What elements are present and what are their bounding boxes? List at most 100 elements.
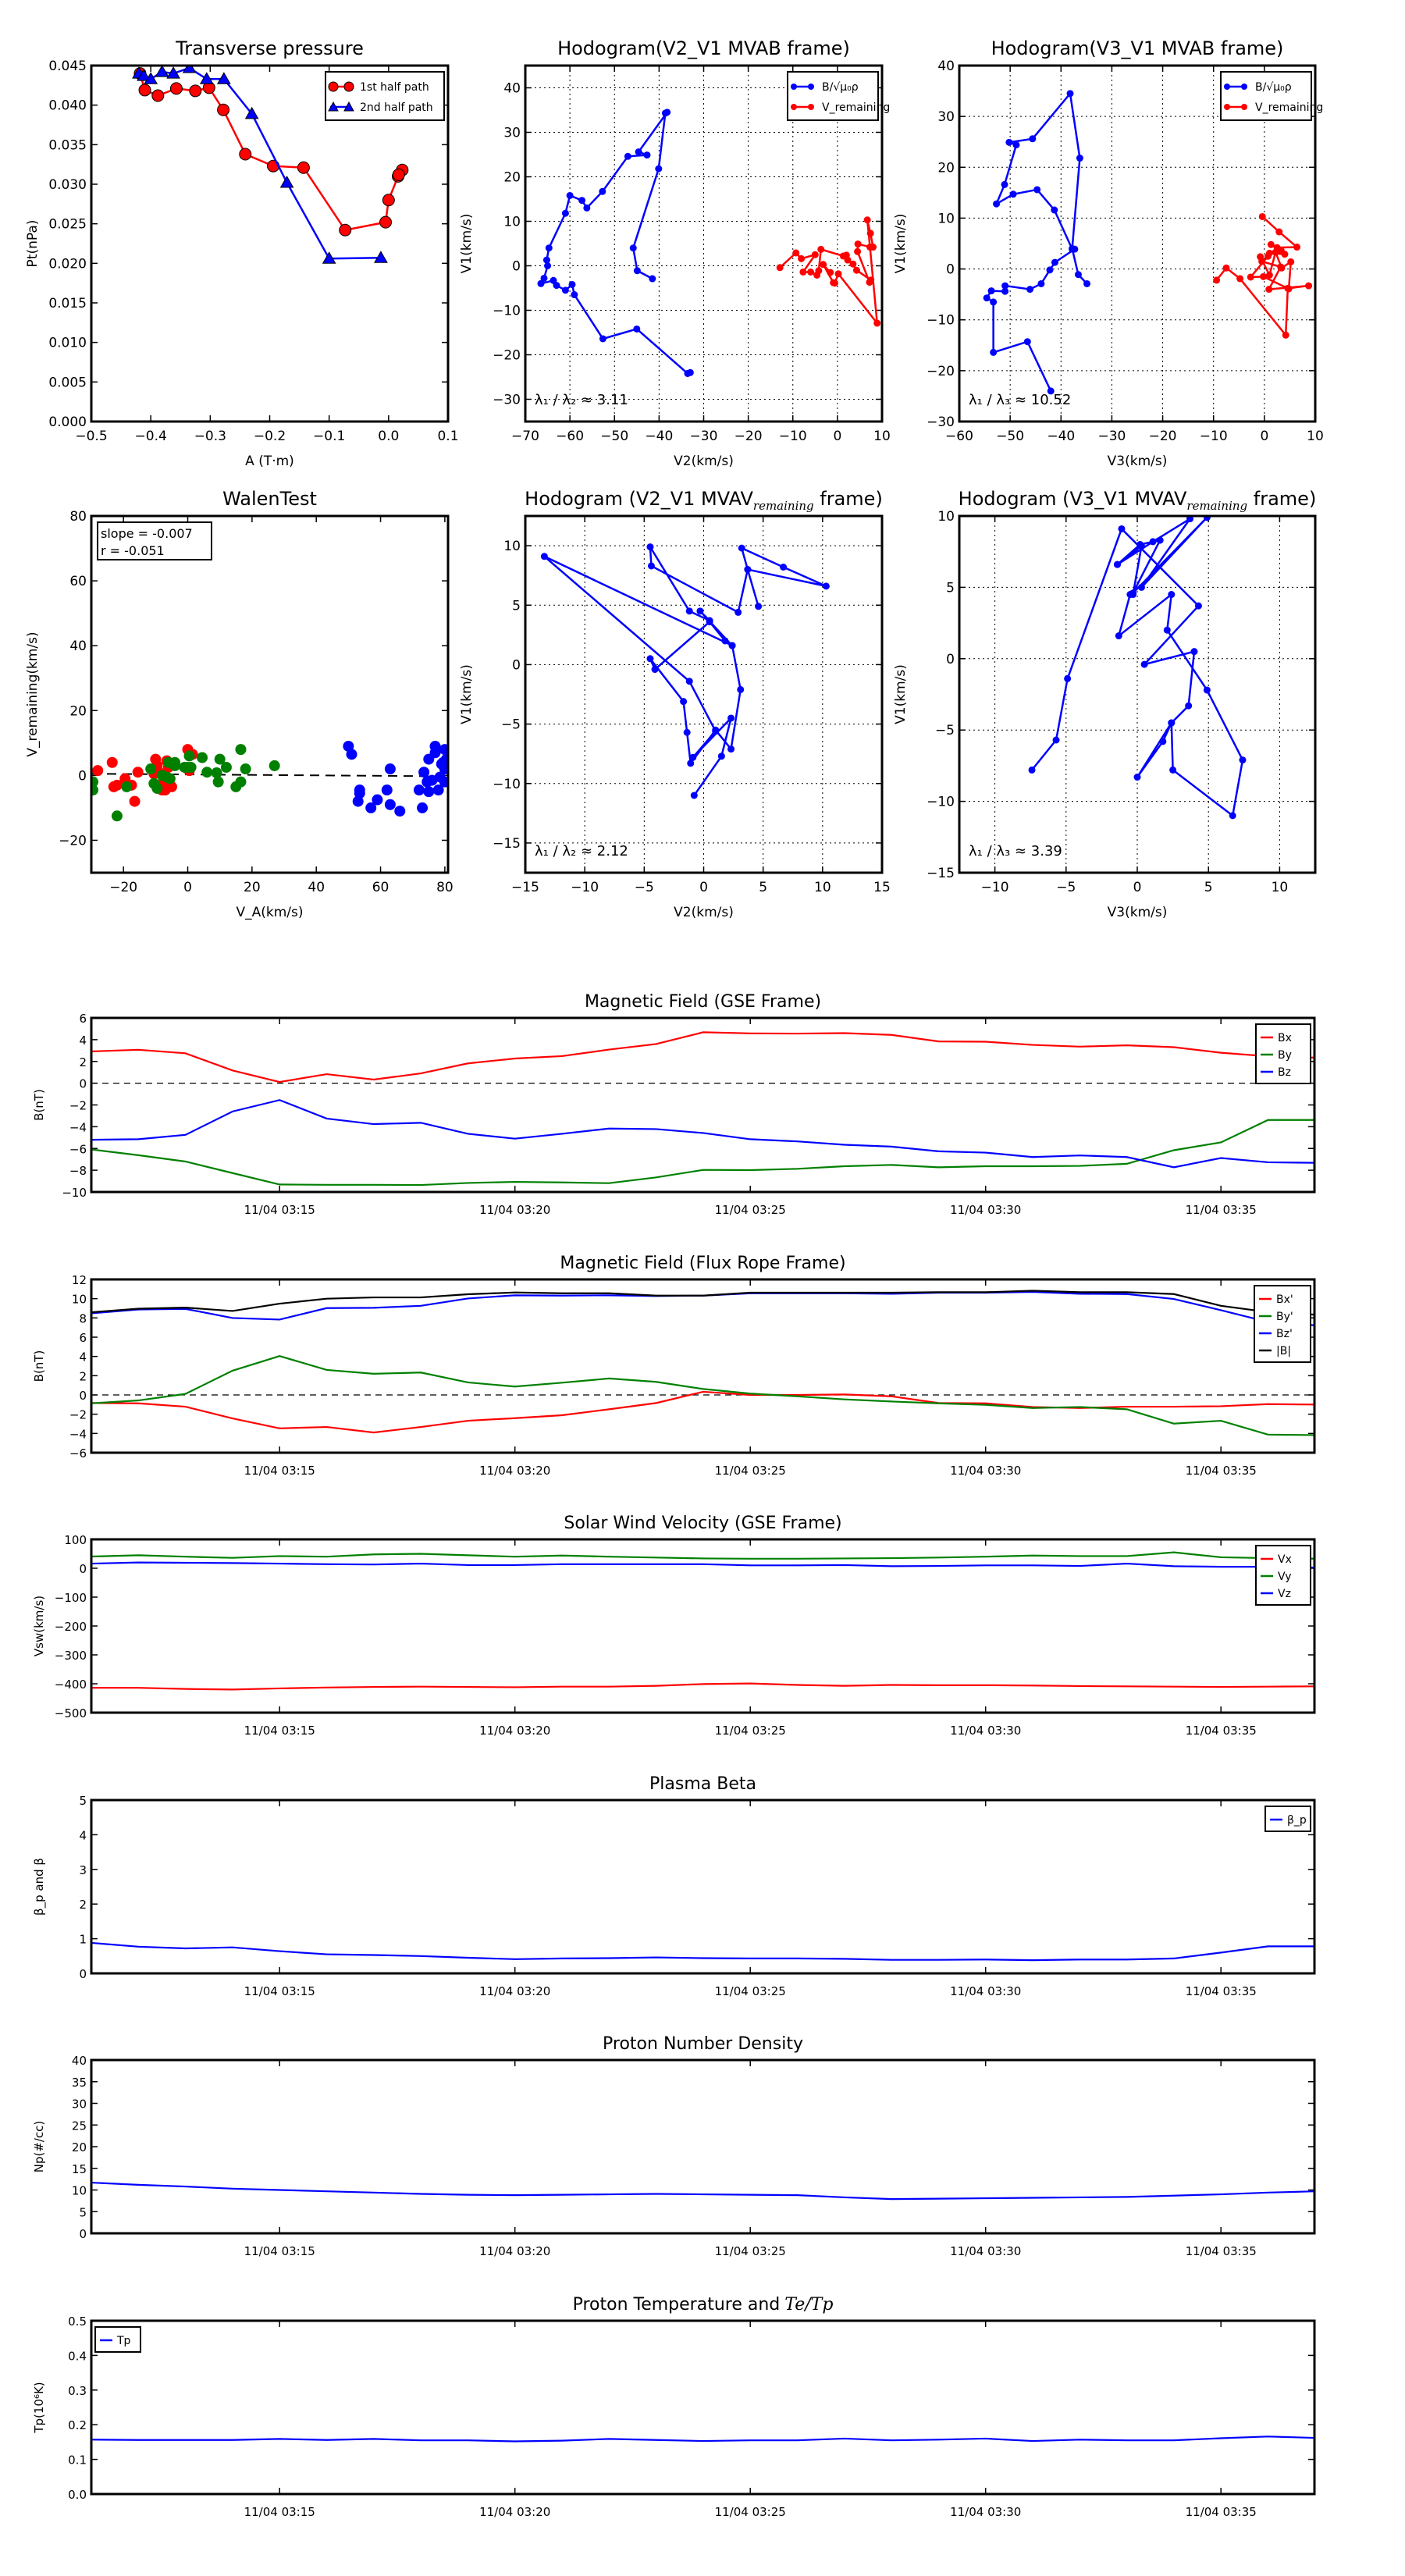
data-point bbox=[1278, 264, 1286, 272]
legend-item: β_p bbox=[1270, 1814, 1307, 1827]
x-axis-label: A (T·m) bbox=[245, 454, 294, 469]
x-tick-label: 0 bbox=[1260, 429, 1268, 444]
y-tick-label: −20 bbox=[59, 833, 87, 849]
data-point bbox=[1076, 155, 1083, 162]
series-b--line bbox=[985, 91, 1088, 392]
data-point bbox=[1168, 719, 1176, 727]
data-point bbox=[92, 765, 104, 777]
title-end: frame) bbox=[1247, 488, 1316, 510]
x-tick-label: −50 bbox=[600, 429, 628, 444]
data-point bbox=[798, 254, 806, 262]
y-tick-label: −6 bbox=[69, 1142, 87, 1156]
data-point bbox=[646, 655, 654, 663]
y-tick-label: 0 bbox=[512, 657, 521, 673]
x-tick-label: 11/04 03:35 bbox=[1186, 2244, 1257, 2258]
data-point bbox=[1069, 245, 1076, 253]
y-tick-label: 20 bbox=[72, 2140, 87, 2154]
legend-label: V_remaining bbox=[822, 101, 890, 114]
data-point bbox=[680, 698, 688, 706]
title-math: Te/Tp bbox=[784, 2295, 833, 2314]
y-tick-label: 0.025 bbox=[48, 217, 87, 233]
y-tick-label: 0.015 bbox=[48, 296, 87, 311]
data-point bbox=[629, 244, 637, 252]
data-point bbox=[1133, 774, 1141, 781]
y-tick-label: 4 bbox=[79, 1828, 87, 1842]
data-point bbox=[239, 148, 252, 161]
legend-item: By' bbox=[1259, 1311, 1293, 1323]
x-tick-label: −0.3 bbox=[194, 429, 226, 444]
chart-hodogram-v2-v1-mvav: Hodogram (V2_V1 MVAVremaining frame) −15 −… bbox=[459, 488, 891, 920]
series--p-line bbox=[91, 1941, 1314, 1962]
legend-item: 2nd half path bbox=[328, 101, 433, 114]
legend-item: By bbox=[1261, 1049, 1292, 1062]
data-point bbox=[1163, 626, 1171, 634]
y-tick-label: −15 bbox=[927, 866, 955, 881]
data-point bbox=[1005, 138, 1013, 146]
axes-frame bbox=[90, 1799, 1316, 1975]
data-point bbox=[690, 792, 698, 799]
data-point bbox=[439, 744, 448, 756]
data-point bbox=[649, 275, 656, 283]
x-tick-label: 11/04 03:15 bbox=[244, 1203, 315, 1217]
y-tick-label: 6 bbox=[79, 1012, 87, 1026]
series-vz-line bbox=[91, 1561, 1314, 1569]
y-tick-label: −10 bbox=[493, 777, 521, 792]
data-point bbox=[815, 267, 823, 275]
x-tick-label: 11/04 03:35 bbox=[1186, 1203, 1257, 1217]
data-point bbox=[91, 785, 99, 796]
data-point bbox=[1115, 632, 1122, 640]
data-point bbox=[735, 608, 742, 616]
x-tick-label: 11/04 03:30 bbox=[950, 2505, 1021, 2519]
x-tick-label: 11/04 03:20 bbox=[479, 2244, 550, 2258]
legend-item: Tp bbox=[100, 2335, 131, 2347]
data-point bbox=[578, 197, 586, 205]
y-tick-label: −20 bbox=[493, 348, 521, 364]
legend-label: β_p bbox=[1287, 1814, 1307, 1827]
data-point bbox=[1258, 212, 1266, 220]
data-point bbox=[137, 69, 151, 81]
legend: Bx By Bz bbox=[1255, 1023, 1311, 1084]
data-point bbox=[633, 325, 641, 333]
x-tick-label: −30 bbox=[1097, 429, 1126, 444]
x-tick-label: 11/04 03:30 bbox=[950, 1464, 1021, 1478]
y-tick-label: 2 bbox=[79, 1055, 87, 1069]
data-point bbox=[189, 84, 202, 98]
data-point bbox=[566, 191, 574, 199]
legend-item: Bx' bbox=[1259, 1293, 1293, 1306]
data-point bbox=[220, 761, 232, 773]
x-tick-label: 11/04 03:20 bbox=[479, 1984, 550, 1998]
data-point bbox=[164, 773, 176, 785]
series-bz--line bbox=[91, 1290, 1314, 1326]
data-point bbox=[830, 279, 838, 286]
x-tick-label: 11/04 03:25 bbox=[715, 2244, 786, 2258]
x-tick-label: 11/04 03:30 bbox=[950, 2244, 1021, 2258]
data-point bbox=[651, 666, 659, 674]
y-tick-label: 5 bbox=[512, 598, 521, 614]
y-axis-label: V1(km/s) bbox=[459, 214, 475, 274]
y-tick-label: 30 bbox=[503, 126, 521, 141]
y-tick-label: 0.5 bbox=[68, 2314, 87, 2329]
x-tick-label: −40 bbox=[645, 429, 673, 444]
y-tick-label: −6 bbox=[69, 1446, 87, 1461]
data-point bbox=[792, 249, 800, 257]
stats-box bbox=[97, 521, 212, 560]
data-point bbox=[384, 763, 396, 775]
data-point bbox=[1287, 258, 1295, 265]
data-point bbox=[1023, 338, 1031, 346]
axes-frame bbox=[90, 1278, 1316, 1454]
legend: Bx' By' Bz' |B| bbox=[1254, 1285, 1311, 1363]
data-point bbox=[379, 215, 393, 229]
y-tick-label: 0 bbox=[946, 262, 955, 278]
data-point bbox=[1001, 282, 1009, 290]
y-tick-label: 40 bbox=[69, 639, 87, 654]
data-point bbox=[432, 785, 444, 796]
data-point bbox=[394, 806, 406, 817]
x-tick-label: 40 bbox=[308, 880, 325, 895]
data-point bbox=[144, 72, 158, 84]
y-axis-label: B(nT) bbox=[32, 1089, 46, 1121]
plot-area bbox=[91, 1031, 1314, 1187]
legend-label: B/√μ₀ρ bbox=[822, 81, 859, 94]
chart-magnetic-field-flux-rope: Magnetic Field (Flux Rope Frame) −6 −4 −2 0 2… bbox=[32, 1254, 1316, 1478]
data-point bbox=[983, 294, 991, 302]
title-subscript: remaining bbox=[1186, 499, 1247, 513]
